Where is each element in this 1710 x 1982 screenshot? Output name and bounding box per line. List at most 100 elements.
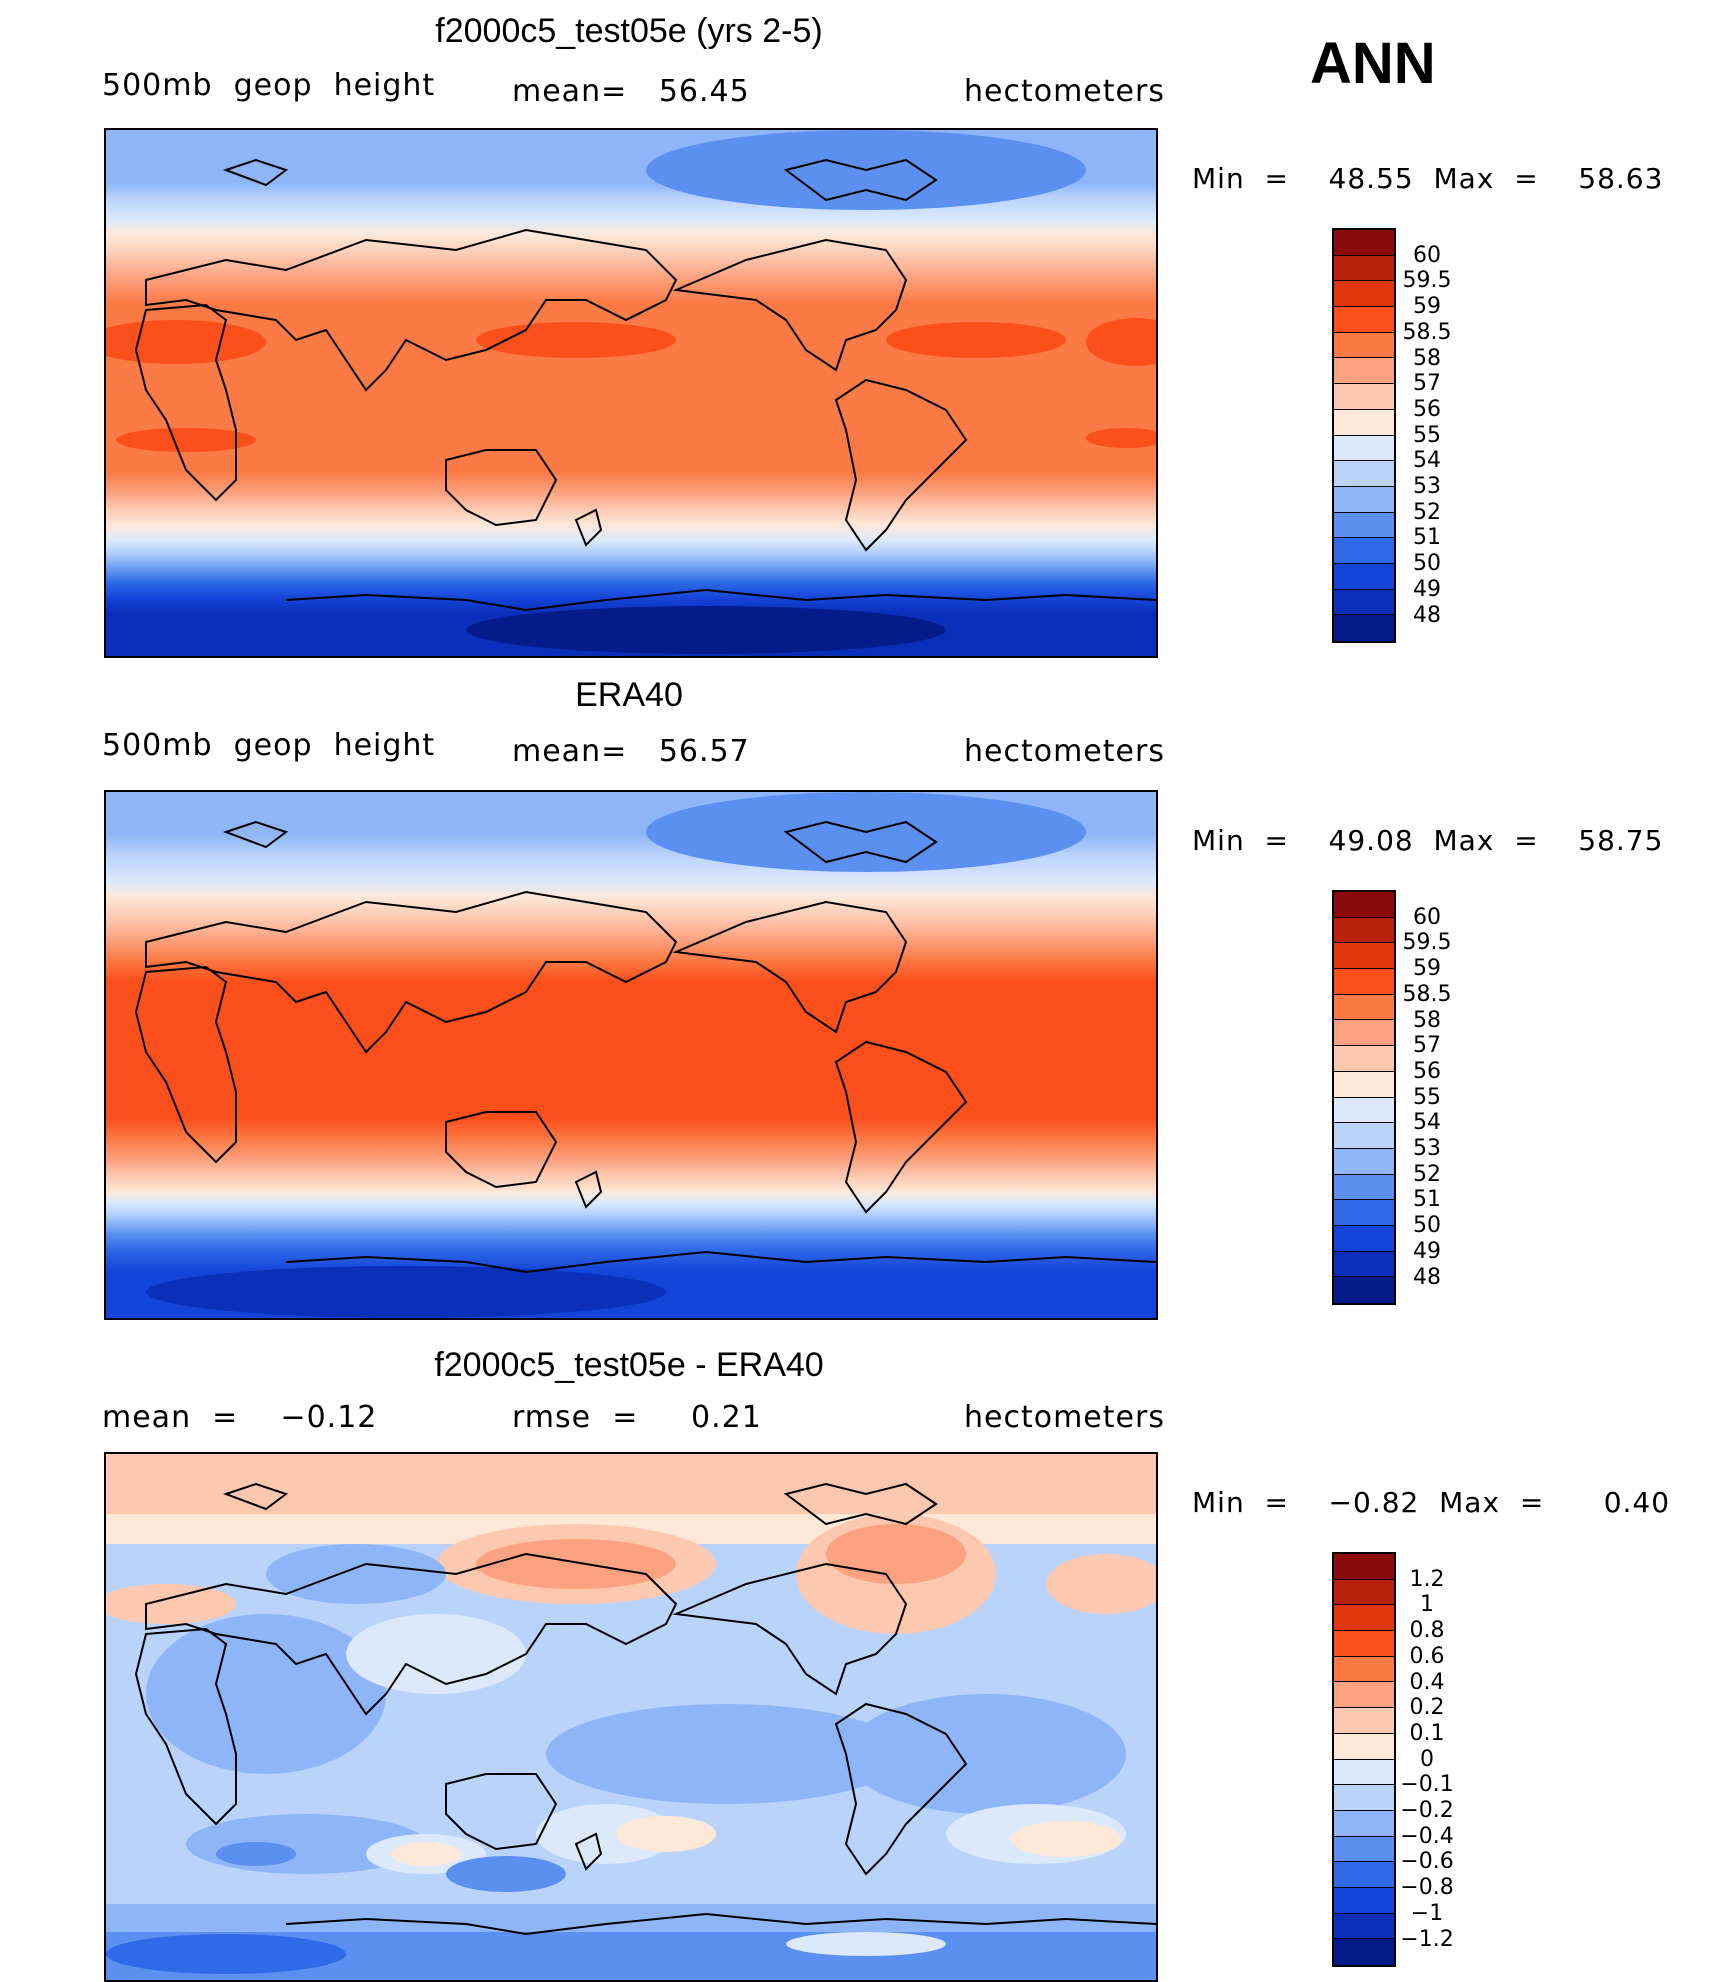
colorbar-label: −0.6 — [1400, 1849, 1454, 1875]
colorbar-swatch — [1334, 512, 1394, 539]
colorbar-swatch — [1334, 1939, 1394, 1965]
colorbar-label: 60 — [1413, 904, 1441, 930]
colorbar-swatch — [1334, 435, 1394, 462]
colorbar-swatch — [1334, 1708, 1394, 1734]
colorbar-swatch — [1334, 1554, 1394, 1580]
colorbar-label: 56 — [1413, 1058, 1441, 1084]
colorbar-swatch — [1334, 1785, 1394, 1811]
colorbar-label: 56 — [1413, 396, 1441, 422]
colorbar-swatch — [1334, 1097, 1394, 1124]
colorbar-label: 48 — [1413, 602, 1441, 628]
colorbar-label: −0.4 — [1400, 1823, 1454, 1849]
colorbar-swatch — [1334, 1046, 1394, 1072]
colorbar-label: 53 — [1413, 1136, 1441, 1161]
panel3-title: f2000c5_test05e - ERA40 — [434, 1346, 824, 1384]
colorbar-swatch — [1334, 358, 1394, 385]
colorbar-label: −0.8 — [1400, 1875, 1454, 1901]
colorbar-swatch — [1334, 1579, 1394, 1606]
colorbar-label: 57 — [1413, 1033, 1441, 1059]
colorbar-swatch — [1334, 230, 1394, 256]
colorbar-label: 48 — [1413, 1264, 1441, 1290]
colorbar-label: 52 — [1413, 1161, 1441, 1187]
panel2-colorbar — [1332, 890, 1396, 1305]
colorbar-label: 49 — [1413, 576, 1441, 602]
panel3-minmax: Min = −0.82 Max = 0.40 — [1192, 1486, 1671, 1519]
colorbar-swatch — [1334, 1071, 1394, 1098]
colorbar-label: 55 — [1413, 1084, 1441, 1110]
colorbar-swatch — [1334, 917, 1394, 944]
colorbar-swatch — [1334, 1251, 1394, 1278]
colorbar-label: 0.4 — [1409, 1669, 1445, 1695]
colorbar-swatch — [1334, 969, 1394, 995]
colorbar-swatch — [1334, 1174, 1394, 1201]
colorbar-label: 50 — [1413, 551, 1441, 577]
panel1-variable-label: 500mb geop height — [102, 68, 436, 103]
colorbar-label: 59 — [1413, 294, 1441, 320]
colorbar-label: 0 — [1420, 1746, 1434, 1772]
colorbar-swatch — [1334, 409, 1394, 436]
panel1-minmax: Min = 48.55 Max = 58.63 — [1192, 162, 1664, 195]
panel2-minmax: Min = 49.08 Max = 58.75 — [1192, 824, 1664, 857]
season-label: ANN — [1310, 31, 1436, 96]
colorbar-label: 0.2 — [1409, 1695, 1445, 1721]
colorbar-label: 58.5 — [1402, 981, 1452, 1007]
colorbar-swatch — [1334, 1733, 1394, 1760]
colorbar-swatch — [1334, 1682, 1394, 1709]
colorbar-swatch — [1334, 1605, 1394, 1632]
colorbar-swatch — [1334, 1020, 1394, 1047]
colorbar-swatch — [1334, 563, 1394, 590]
panel2-map — [104, 790, 1158, 1320]
colorbar-swatch — [1334, 1759, 1394, 1786]
colorbar-label: −1 — [1410, 1900, 1444, 1926]
colorbar-label: 1.2 — [1409, 1566, 1445, 1592]
colorbar-swatch — [1334, 281, 1394, 308]
panel3-map — [104, 1452, 1158, 1982]
colorbar-swatch — [1334, 384, 1394, 410]
colorbar-swatch — [1334, 589, 1394, 616]
colorbar-label: 58 — [1413, 345, 1441, 371]
colorbar-label: 57 — [1413, 371, 1441, 397]
colorbar-label: 59 — [1413, 956, 1441, 982]
colorbar-swatch — [1334, 1148, 1394, 1175]
colorbar-label: −0.2 — [1400, 1798, 1454, 1823]
colorbar-label: −1.2 — [1400, 1926, 1454, 1952]
colorbar-swatch — [1334, 1200, 1394, 1226]
panel1-colorbar — [1332, 228, 1396, 643]
colorbar-swatch — [1334, 1225, 1394, 1252]
colorbar-label: 58 — [1413, 1007, 1441, 1033]
colorbar-label: 53 — [1413, 474, 1441, 499]
colorbar-label: 58.5 — [1402, 319, 1452, 345]
colorbar-swatch — [1334, 892, 1394, 918]
panel2-units-label: hectometers — [964, 734, 1165, 769]
panel3-mean-label: mean = −0.12 — [102, 1400, 378, 1435]
colorbar-label: 50 — [1413, 1213, 1441, 1239]
colorbar-swatch — [1334, 1277, 1394, 1303]
panel1-units-label: hectometers — [964, 74, 1165, 109]
colorbar-label: 55 — [1413, 422, 1441, 448]
colorbar-label: 54 — [1413, 1110, 1441, 1136]
colorbar-label: 0.1 — [1409, 1720, 1445, 1746]
colorbar-label: 51 — [1413, 525, 1441, 551]
panel2-title: ERA40 — [575, 676, 683, 714]
colorbar-label: 1 — [1420, 1592, 1434, 1618]
panel1-map — [104, 128, 1158, 658]
colorbar-swatch — [1334, 255, 1394, 282]
colorbar-swatch — [1334, 943, 1394, 970]
colorbar-label: 54 — [1413, 448, 1441, 474]
panel3-units-label: hectometers — [964, 1400, 1165, 1435]
colorbar-label: 49 — [1413, 1238, 1441, 1264]
panel1-title: f2000c5_test05e (yrs 2-5) — [435, 12, 823, 50]
colorbar-label: 0.8 — [1409, 1618, 1445, 1644]
colorbar-swatch — [1334, 1862, 1394, 1888]
colorbar-swatch — [1334, 538, 1394, 564]
colorbar-swatch — [1334, 307, 1394, 333]
colorbar-label: 51 — [1413, 1187, 1441, 1213]
colorbar-swatch — [1334, 1656, 1394, 1683]
panel3-rmse-label: rmse = 0.21 — [512, 1400, 762, 1435]
colorbar-swatch — [1334, 1123, 1394, 1149]
colorbar-swatch — [1334, 486, 1394, 513]
colorbar-swatch — [1334, 461, 1394, 487]
colorbar-swatch — [1334, 994, 1394, 1021]
colorbar-swatch — [1334, 1631, 1394, 1657]
colorbar-label: 59.5 — [1402, 930, 1452, 956]
